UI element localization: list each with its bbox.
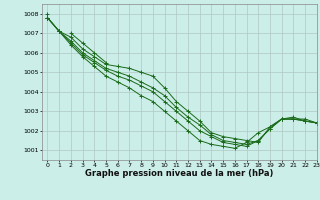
X-axis label: Graphe pression niveau de la mer (hPa): Graphe pression niveau de la mer (hPa) bbox=[85, 169, 273, 178]
